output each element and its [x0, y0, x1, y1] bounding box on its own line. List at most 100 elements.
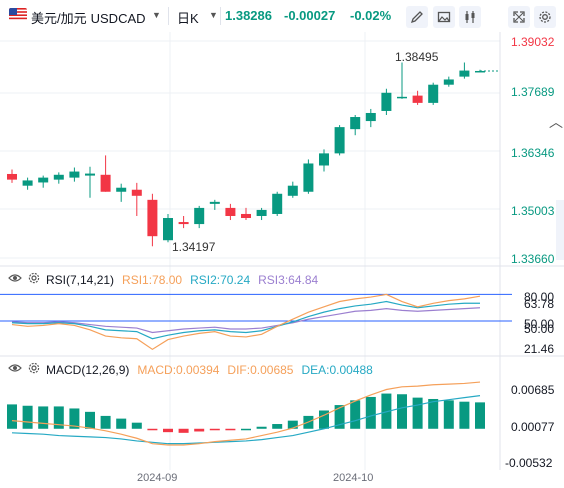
candle-body — [163, 218, 173, 241]
symbol-code: USDCAD — [90, 11, 146, 26]
candle-body — [397, 96, 407, 99]
macd-bar — [287, 420, 298, 429]
candle-body — [147, 199, 158, 237]
chart-style-icon[interactable] — [459, 6, 481, 28]
candle-body — [100, 174, 111, 192]
candle-body — [241, 213, 251, 219]
price-axis-label: 1.33660 — [511, 252, 555, 266]
rsi-axis-label: 50.00 — [524, 322, 555, 336]
rsi-header: RSI(7,14,21) RSI1:78.00 RSI2:70.24 RSI3:… — [8, 272, 318, 287]
chevron-up-icon[interactable]: ︿ — [549, 114, 563, 130]
eye-icon[interactable] — [8, 362, 22, 377]
rsi-axis-label: 80.00 — [524, 290, 555, 304]
dea-value: DEA:0.00488 — [301, 362, 373, 377]
rsi2-line — [11, 300, 480, 340]
price-axis-label: 1.37689 — [511, 85, 555, 99]
macd-bar — [147, 428, 158, 431]
date-axis-label: 2024-09 — [137, 472, 178, 484]
symbol-selector[interactable]: 美元/加元 USDCAD — [31, 8, 146, 27]
candle-body — [334, 127, 345, 154]
rsi-axis-label: 63.78 — [524, 297, 555, 311]
macd-bar — [412, 397, 423, 429]
dea-line — [11, 395, 481, 445]
macd-bar — [334, 405, 345, 429]
macd-bar — [397, 394, 407, 429]
candle-body — [365, 112, 376, 122]
macd-bar — [443, 400, 454, 429]
candle-body — [272, 193, 283, 214]
candle-body — [116, 187, 127, 192]
candle-body — [475, 70, 485, 73]
macd-bar — [225, 428, 236, 431]
symbol-name: 美元/加元 — [31, 11, 87, 26]
candle-body — [85, 173, 95, 176]
macd-bar — [319, 410, 329, 429]
dif-value: DIF:0.00685 — [227, 362, 294, 377]
candle-body — [194, 207, 205, 225]
rsi1-value: RSI1:78.00 — [122, 272, 183, 287]
timeframe-selector[interactable]: 日K — [177, 11, 199, 26]
candle-body — [69, 171, 80, 178]
macd-bar — [459, 401, 470, 429]
macd-axis-label: -0.00532 — [505, 456, 553, 470]
price-change-pct: -0.02% — [350, 8, 392, 23]
candle-body — [7, 173, 17, 180]
macd-bar — [194, 428, 205, 432]
price-axis-label: 1.39032 — [511, 35, 555, 49]
macd-axis-label: 0.00685 — [511, 383, 555, 397]
macd-bar — [365, 396, 376, 429]
candle-body — [53, 174, 64, 180]
candle-body — [209, 201, 220, 204]
macd-bar — [7, 404, 17, 429]
macd-header: MACD(12,26,9) MACD:0.00394 DIF:0.00685 D… — [8, 362, 373, 377]
macd-bar — [22, 405, 33, 429]
rsi-axis-label: 21.46 — [524, 342, 555, 356]
macd-bar — [69, 408, 80, 429]
image-icon[interactable] — [433, 6, 455, 28]
candle-body — [381, 92, 392, 111]
us-flag-icon — [9, 8, 27, 21]
rsi-label: RSI(7,14,21) — [46, 272, 115, 287]
rsi1-line — [11, 293, 481, 351]
low-price-label: 1.34197 — [172, 240, 216, 254]
edit-icon[interactable] — [406, 6, 428, 28]
rsi3-value: RSI3:64.84 — [258, 272, 319, 287]
candle-body — [319, 153, 329, 166]
dif-line — [11, 381, 481, 446]
candle-body — [22, 180, 33, 186]
candle-body — [412, 95, 423, 103]
candle-body — [428, 84, 439, 103]
macd-bar — [209, 428, 220, 431]
macd-bar — [38, 406, 49, 429]
settings-icon[interactable] — [28, 272, 40, 287]
price-axis-label: 1.36346 — [511, 146, 555, 160]
last-price: 1.38286 — [225, 8, 272, 23]
macd-bar — [350, 400, 361, 429]
candle-body — [350, 117, 361, 130]
rsi2-value: RSI2:70.24 — [190, 272, 251, 287]
chevron-down-icon[interactable]: ▼ — [152, 10, 161, 20]
candle-body — [38, 177, 49, 183]
eye-icon[interactable] — [8, 272, 22, 287]
macd-bar — [241, 428, 251, 431]
divider — [220, 7, 221, 25]
top-bar: 美元/加元 USDCAD ▼ 日K ▼ 1.38286 -0.00027 -0.0… — [0, 0, 564, 32]
rsi-axis-label: 50.00 — [524, 317, 555, 331]
candle-body — [443, 79, 454, 85]
macd-label: MACD(12,26,9) — [46, 362, 130, 377]
macd-bar — [256, 426, 267, 429]
macd-bar — [178, 428, 189, 433]
settings-icon[interactable] — [534, 6, 556, 28]
candle-body — [225, 207, 236, 216]
scrollbar[interactable] — [556, 200, 564, 260]
candle-body — [178, 222, 189, 225]
fullscreen-icon[interactable] — [508, 6, 530, 28]
divider — [168, 7, 169, 25]
candle-body — [256, 209, 267, 216]
macd-bar — [381, 393, 392, 429]
macd-bar — [116, 418, 127, 429]
macd-bar — [163, 428, 173, 433]
chevron-down-icon[interactable]: ▼ — [209, 10, 218, 20]
settings-icon[interactable] — [28, 362, 40, 377]
